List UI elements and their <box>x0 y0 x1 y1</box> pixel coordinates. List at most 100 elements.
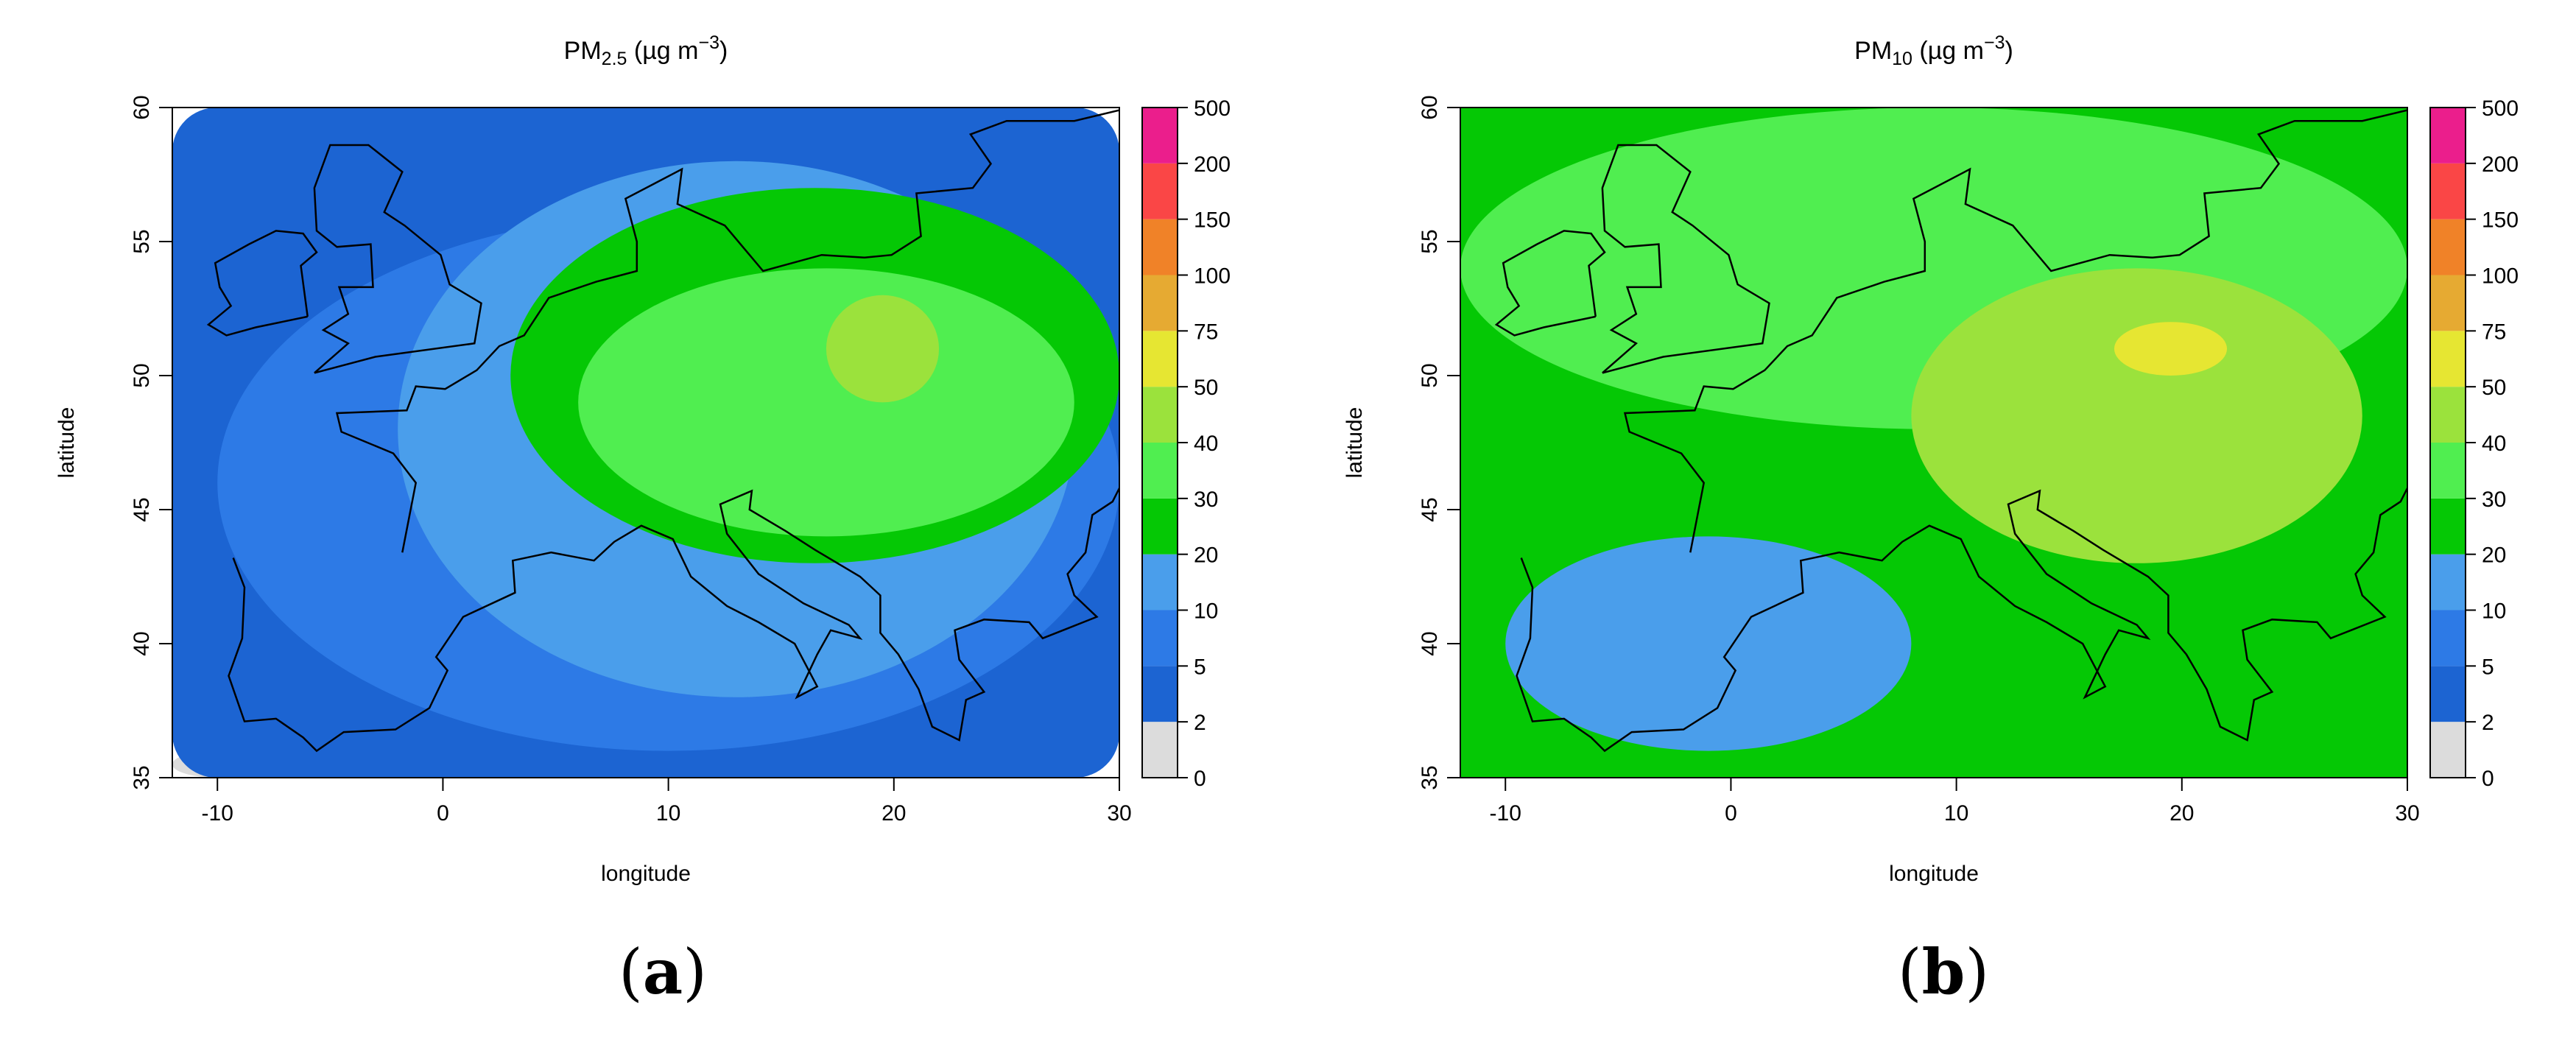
chart-title: PM10 (µg m−3) <box>1854 32 2013 69</box>
plot-area <box>172 108 1119 778</box>
legend-tick-label: 20 <box>2482 543 2506 568</box>
coastline <box>1623 109 2407 553</box>
coastline <box>1601 144 1770 374</box>
legend-swatch <box>2430 275 2466 331</box>
legend-tick-label: 20 <box>1194 543 1218 568</box>
paren-open: ( <box>1897 936 1922 1008</box>
legend-swatch <box>1142 666 1178 722</box>
legend-swatch <box>1142 554 1178 611</box>
legend-tick-label: 100 <box>1194 264 1231 289</box>
x-tick-label: 0 <box>1725 801 1737 826</box>
x-tick-label: 10 <box>656 801 680 826</box>
y-tick-label: 45 <box>130 497 154 521</box>
legend-swatch <box>2430 722 2466 778</box>
paren-close: ) <box>683 936 707 1008</box>
legend-tick-label: 10 <box>2482 599 2506 624</box>
legend-tick-label: 50 <box>2482 376 2506 400</box>
legend-tick-label: 2 <box>2482 711 2494 735</box>
y-tick-label: 35 <box>130 765 154 789</box>
x-tick-label: 20 <box>2169 801 2194 826</box>
coastline <box>1516 488 2407 753</box>
legend-tick-label: 5 <box>1194 655 1206 679</box>
legend-tick-label: 0 <box>1194 767 1206 791</box>
legend-swatch <box>1142 331 1178 387</box>
legend-swatch <box>1142 498 1178 555</box>
y-tick-label: 55 <box>1418 229 1442 253</box>
x-axis-label: longitude <box>601 862 691 886</box>
legend-tick-label: 30 <box>2482 488 2506 512</box>
y-tick-label: 40 <box>1418 631 1442 655</box>
y-tick-label: 55 <box>130 229 154 253</box>
x-axis-label: longitude <box>1889 862 1979 886</box>
x-tick-label: 30 <box>1107 801 1131 826</box>
x-tick-label: -10 <box>202 801 233 826</box>
legend-swatch <box>2430 331 2466 387</box>
y-tick-label: 45 <box>1418 497 1442 521</box>
region-40-50 <box>1911 268 2362 563</box>
x-tick-label: 0 <box>437 801 449 826</box>
coastline <box>228 488 1119 753</box>
y-tick-label: 50 <box>130 363 154 387</box>
chart-title: PM2.5 (µg m−3) <box>564 32 728 69</box>
x-tick-label: 20 <box>881 801 906 826</box>
legend-swatch <box>1142 275 1178 331</box>
legend-swatch <box>1142 610 1178 666</box>
x-tick-label: 10 <box>1944 801 1968 826</box>
legend-swatch <box>1142 108 1178 163</box>
legend-tick-label: 10 <box>1194 599 1218 624</box>
plot-area <box>1460 108 2407 778</box>
legend-tick-label: 40 <box>2482 432 2506 456</box>
legend-swatch <box>1142 722 1178 778</box>
y-axis-label: latitude <box>54 407 79 479</box>
legend-tick-label: 40 <box>1194 432 1218 456</box>
legend-swatch <box>2430 387 2466 443</box>
legend-swatch <box>2430 108 2466 163</box>
legend-swatch <box>2430 498 2466 555</box>
region-10-20 <box>1505 536 1912 751</box>
panel-letter: b <box>1921 935 1966 1008</box>
x-tick-label: -10 <box>1490 801 1521 826</box>
legend-swatch <box>2430 666 2466 722</box>
legend-tick-label: 75 <box>1194 320 1218 344</box>
legend-swatch <box>2430 219 2466 275</box>
legend-tick-label: 2 <box>1194 711 1206 735</box>
panel-label-b: (b) <box>1870 935 2017 1008</box>
legend-swatch <box>1142 387 1178 443</box>
y-axis-label: latitude <box>1342 407 1367 479</box>
y-tick-label: 60 <box>1418 95 1442 119</box>
legend-tick-label: 30 <box>1194 488 1218 512</box>
coastline <box>206 230 318 337</box>
pm25-map-chart: PM2.5 (µg m−3)-10 0 10 20 30354045505560long… <box>54 32 1231 886</box>
legend-tick-label: 500 <box>1194 96 1231 121</box>
legend-swatch <box>1142 443 1178 499</box>
legend-swatch <box>2430 554 2466 611</box>
legend-swatch <box>2430 443 2466 499</box>
y-tick-label: 40 <box>130 631 154 655</box>
legend-swatch <box>2430 163 2466 219</box>
plot-frame <box>1460 107 2408 778</box>
legend-tick-label: 200 <box>2482 152 2519 177</box>
panel-a: PM2.5 (µg m−3) -10 0 10 20 30 35 40 45 50 55 60 long… <box>54 32 1231 1008</box>
panel-letter: a <box>642 935 683 1008</box>
legend-swatch <box>1142 219 1178 275</box>
y-tick-label: 50 <box>1418 363 1442 387</box>
coastline <box>1494 230 1606 337</box>
legend-tick-label: 0 <box>2482 767 2494 791</box>
legend-swatch <box>1142 163 1178 219</box>
plot-frame <box>172 107 1120 778</box>
legend-tick-label: 200 <box>1194 152 1231 177</box>
legend-tick-label: 150 <box>1194 208 1231 233</box>
region-40-50 <box>826 295 940 403</box>
legend-tick-label: 500 <box>2482 96 2519 121</box>
paren-close: ) <box>1965 936 1990 1008</box>
legend-tick-label: 5 <box>2482 655 2494 679</box>
paren-open: ( <box>619 936 643 1008</box>
legend-tick-label: 150 <box>2482 208 2519 233</box>
legend-tick-label: 50 <box>1194 376 1218 400</box>
legend-swatch <box>2430 610 2466 666</box>
panel-label-a: (a) <box>589 935 736 1008</box>
x-tick-label: 30 <box>2395 801 2419 826</box>
coastline <box>335 109 1119 553</box>
coastline <box>313 144 482 374</box>
y-tick-label: 35 <box>1418 765 1442 789</box>
